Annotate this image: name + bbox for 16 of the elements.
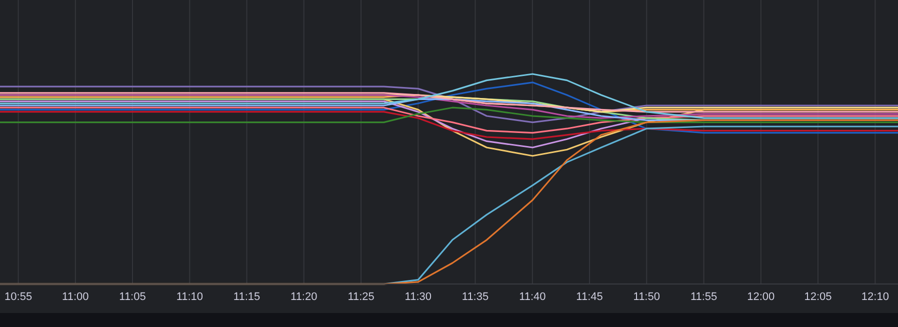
x-tick-label: 11:30: [404, 291, 432, 303]
x-tick-label: 11:25: [348, 291, 374, 303]
x-tick-label: 12:05: [804, 291, 832, 303]
x-tick-label: 11:05: [119, 291, 146, 303]
x-tick-label: 12:10: [861, 291, 889, 303]
x-tick-label: 11:00: [62, 291, 89, 303]
x-tick-label: 11:40: [519, 291, 546, 303]
x-tick-label: 12:00: [747, 291, 775, 303]
x-tick-label: 11:20: [290, 291, 318, 303]
x-tick-label: 11:45: [576, 291, 603, 303]
x-tick-label: 11:15: [233, 291, 260, 303]
x-tick-label: 11:50: [633, 291, 660, 303]
x-tick-label: 11:55: [690, 291, 718, 303]
x-tick-label: 11:35: [462, 291, 489, 303]
x-tick-label: 10:55: [4, 291, 32, 303]
x-tick-label: 11:10: [176, 291, 204, 303]
